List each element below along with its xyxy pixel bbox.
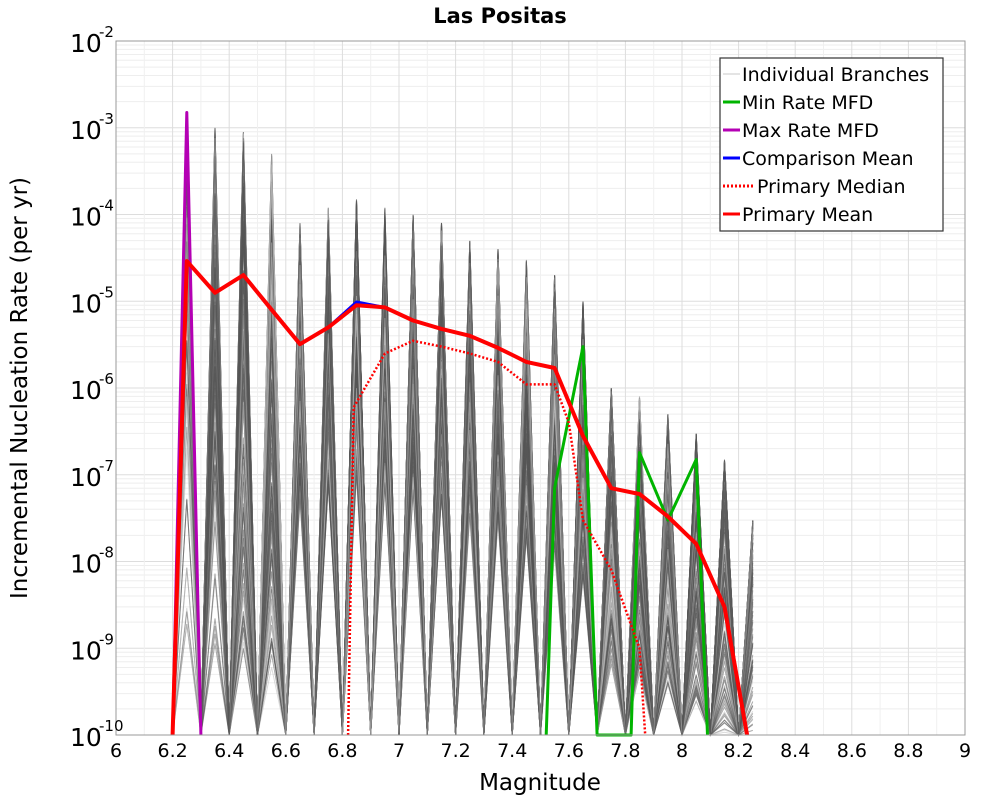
x-tick-label: 7.4 (497, 740, 527, 762)
y-tick-base: 10 (70, 376, 102, 405)
x-tick-label: 6.2 (157, 740, 187, 762)
series-primary-mean (170, 259, 750, 736)
y-tick-exponent: -7 (99, 457, 114, 475)
y-tick-base: 10 (70, 29, 102, 58)
x-axis-label: Magnitude (479, 770, 601, 796)
x-tick-label: 8.6 (837, 740, 867, 762)
y-tick-exponent: -9 (99, 630, 114, 648)
y-tick-base: 10 (70, 463, 102, 492)
x-tick-label: 9 (959, 740, 971, 762)
legend-label: Primary Median (757, 176, 906, 198)
y-tick-label: 10-9 (70, 630, 114, 665)
y-tick-label: 10-8 (70, 544, 114, 579)
x-tick-label: 7.2 (440, 740, 470, 762)
x-tick-label: 8 (676, 740, 688, 762)
x-tick-label: 7.6 (554, 740, 584, 762)
x-tick-label: 7.8 (610, 740, 640, 762)
y-tick-exponent: -6 (99, 370, 114, 388)
y-tick-label: 10-3 (70, 110, 114, 145)
y-tick-base: 10 (70, 116, 102, 145)
chart-title: Las Positas (433, 4, 567, 28)
y-tick-base: 10 (70, 723, 102, 752)
y-tick-exponent: -5 (99, 283, 114, 301)
y-tick-base: 10 (70, 289, 102, 318)
y-tick-label: 10-5 (70, 283, 114, 318)
y-tick-exponent: -8 (99, 544, 114, 562)
legend-label: Max Rate MFD (742, 120, 879, 142)
y-axis-label: Incremental Nucleation Rate (per yr) (7, 177, 33, 599)
x-tick-label: 6.6 (271, 740, 301, 762)
y-tick-base: 10 (70, 203, 102, 232)
y-tick-base: 10 (70, 636, 102, 665)
x-tick-label: 6.4 (214, 740, 244, 762)
legend-label: Primary Mean (742, 204, 873, 226)
legend-label: Comparison Mean (742, 148, 914, 170)
legend-label: Individual Branches (742, 64, 929, 86)
x-tick-label: 8.2 (723, 740, 753, 762)
y-tick-label: 10-4 (70, 197, 114, 232)
plot-frame (115, 40, 966, 736)
x-tick-label: 8.4 (780, 740, 810, 762)
legend-box (719, 57, 944, 232)
x-tick-label: 7 (393, 740, 405, 762)
y-tick-label: 10-7 (70, 457, 114, 492)
y-tick-label: 10-6 (70, 370, 114, 405)
x-tick-label: 6.8 (327, 740, 357, 762)
legend: Individual Branches Min Rate MFD Max Rate … (719, 57, 944, 232)
legend-label: Min Rate MFD (742, 92, 873, 114)
y-tick-label: 10-10 (70, 717, 124, 752)
y-tick-base: 10 (70, 550, 102, 579)
y-tick-exponent: -2 (99, 23, 114, 41)
x-axis-ticks: 6 6.2 6.4 6.6 6.8 7 7.2 7.4 7.6 7.8 8 8.2 8.4 8.6 8.8 9 (110, 740, 971, 762)
y-tick-exponent: -3 (99, 110, 114, 128)
x-tick-label: 8.8 (893, 740, 923, 762)
x-tick-label: 6 (110, 740, 122, 762)
y-tick-exponent: -4 (99, 197, 114, 215)
y-tick-exponent: -10 (99, 717, 124, 735)
y-tick-label: 10-2 (70, 23, 114, 58)
